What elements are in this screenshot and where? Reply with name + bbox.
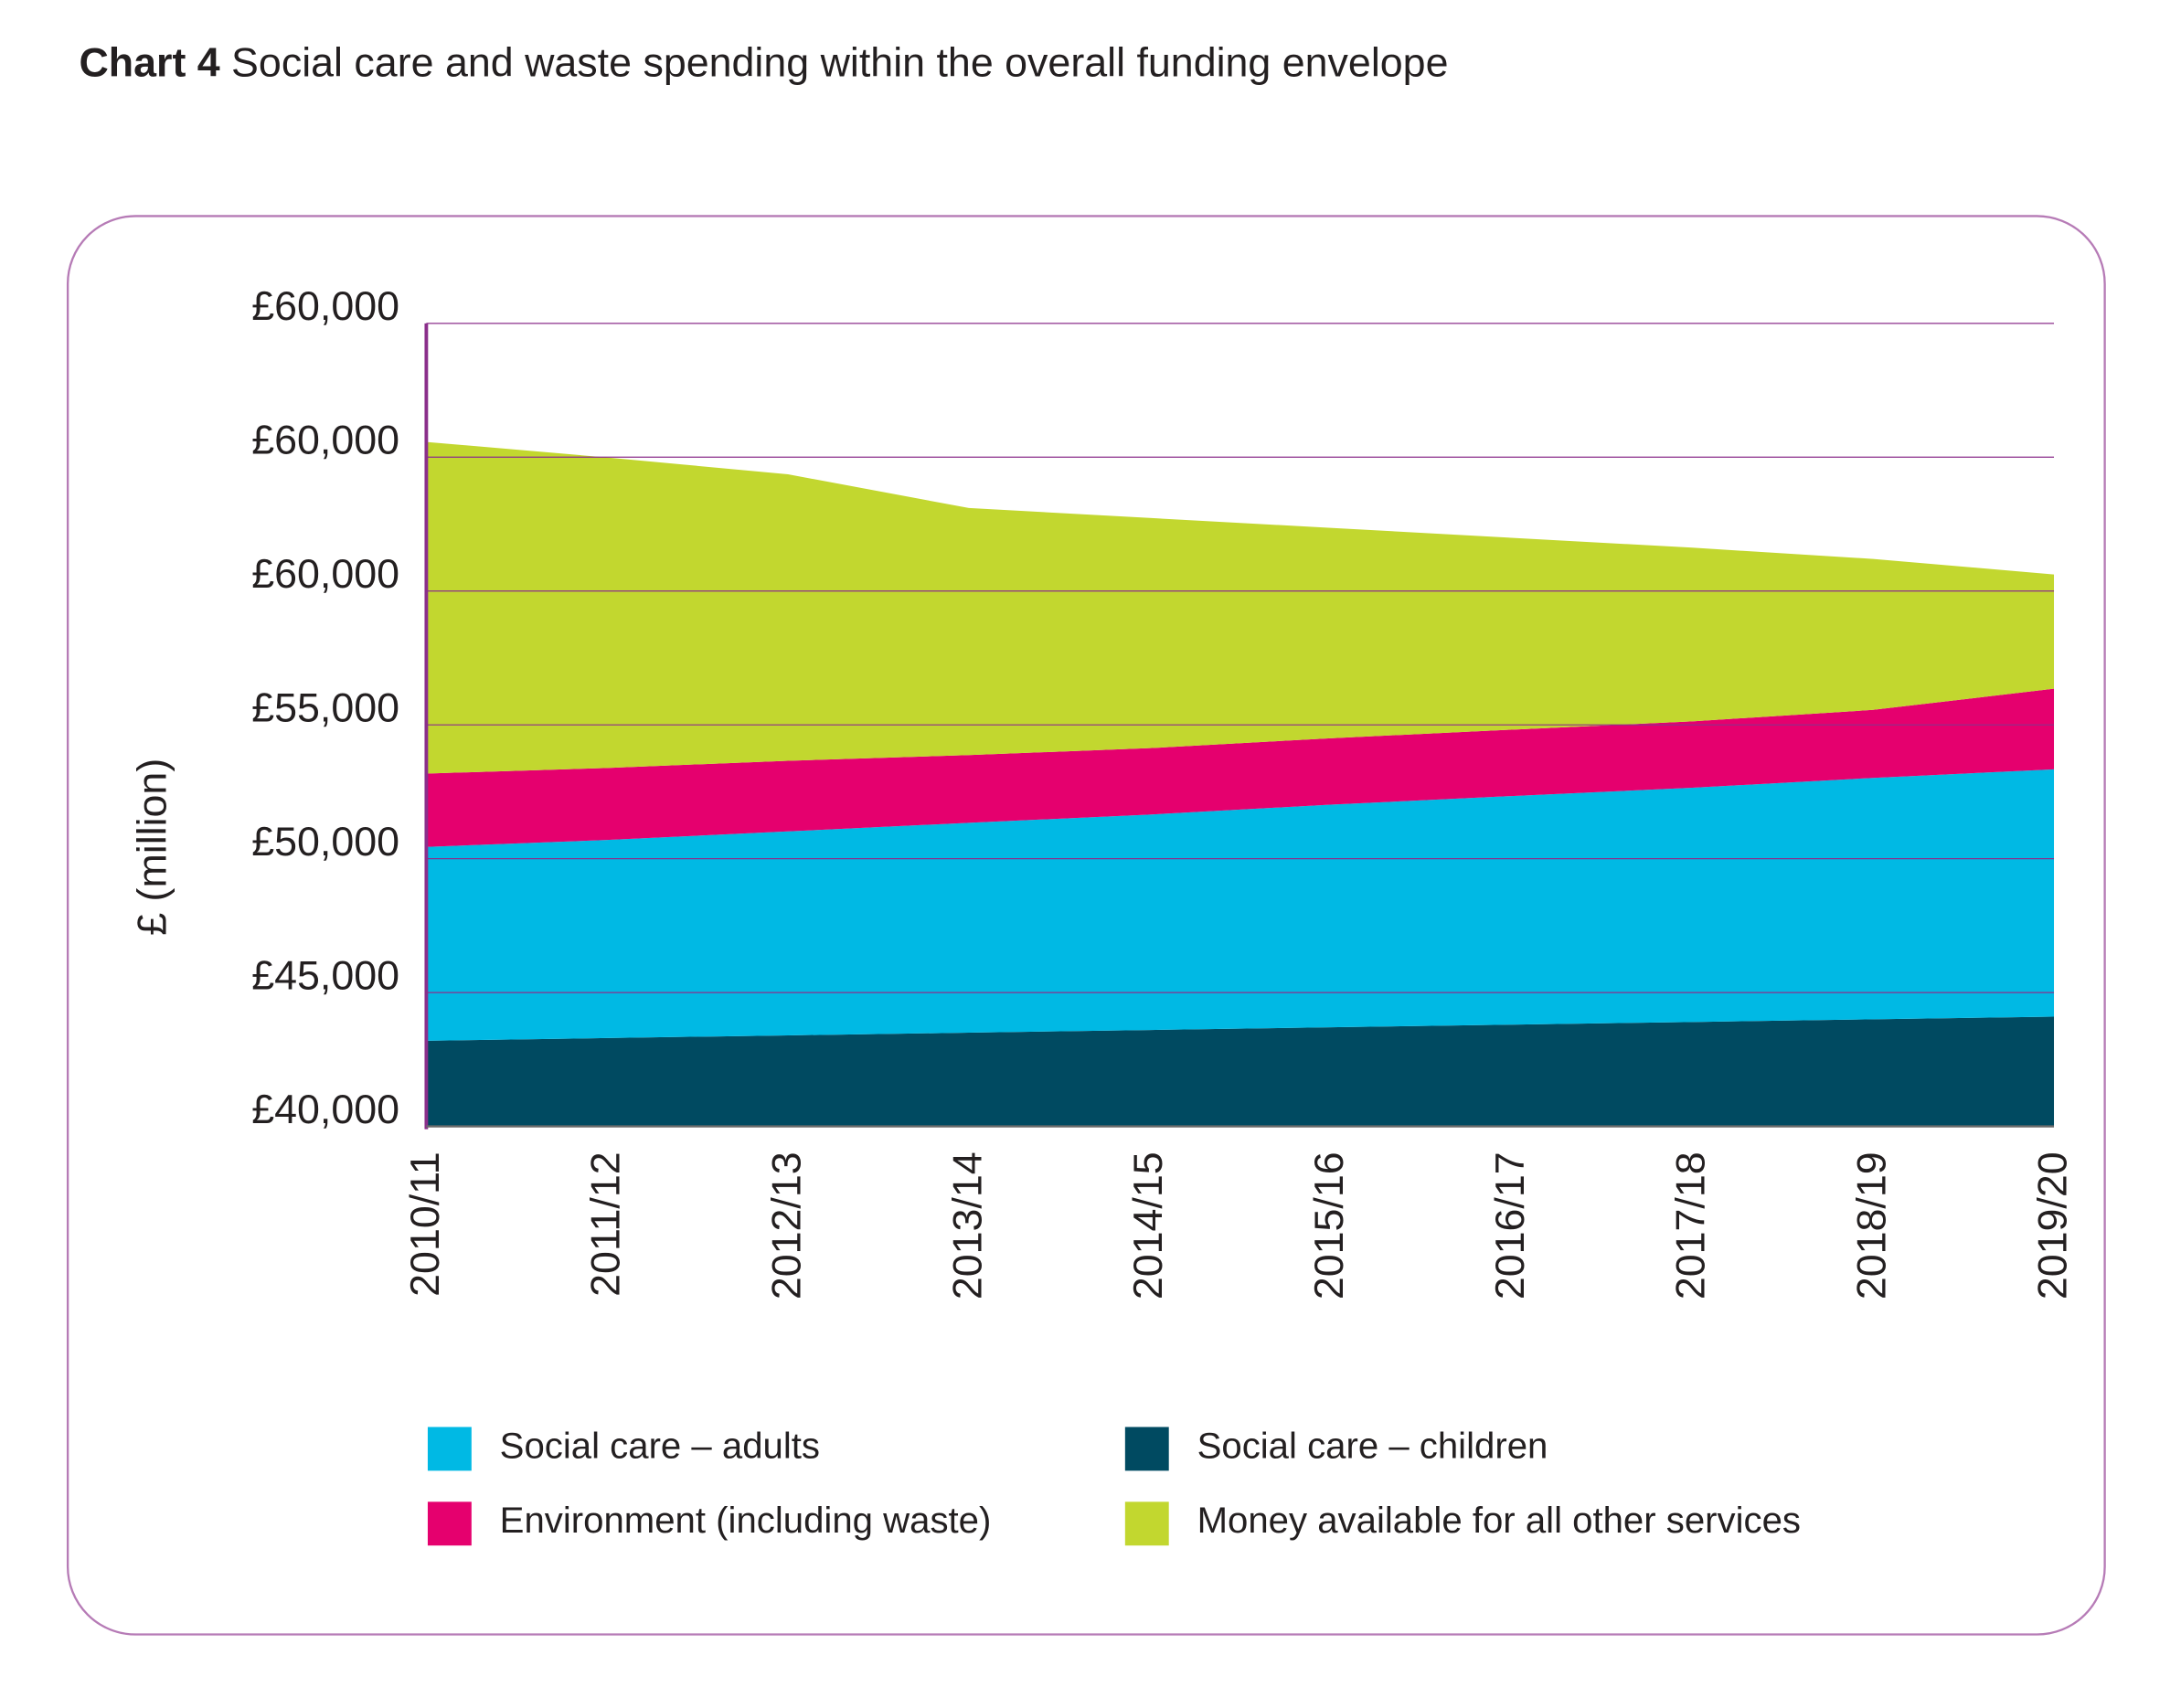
- area: [426, 1016, 2055, 1127]
- x-tick-label: 2017/18: [1668, 1151, 1714, 1300]
- legend-label: Social care – adults: [500, 1425, 820, 1466]
- y-tick-label: £50,000: [251, 819, 399, 865]
- x-tick-label: 2015/16: [1306, 1151, 1352, 1300]
- legend-swatch: [427, 1501, 472, 1546]
- y-tick-label: £45,000: [251, 952, 399, 998]
- x-tick-label: 2012/13: [763, 1151, 809, 1300]
- title-text: Social care and waste spending within th…: [231, 40, 1448, 86]
- y-tick-label: £60,000: [251, 551, 399, 597]
- area: [426, 441, 2055, 774]
- x-tick-label: 2011/12: [583, 1151, 629, 1297]
- chart-title: Chart 4 Social care and waste spending wi…: [79, 40, 1448, 86]
- legend-label: Social care – children: [1197, 1425, 1548, 1466]
- area: [426, 769, 2055, 1041]
- legend-swatch: [1124, 1501, 1169, 1546]
- legend-swatch: [427, 1427, 472, 1471]
- chart-frame: [66, 215, 2106, 1636]
- title-prefix: Chart 4: [79, 40, 219, 86]
- y-tick-label: £55,000: [251, 685, 399, 731]
- y-tick-label: £60,000: [251, 418, 399, 463]
- y-tick-label: £60,000: [251, 283, 399, 329]
- x-tick-label: 2016/17: [1487, 1151, 1533, 1300]
- legend-label: Environment (including waste): [500, 1500, 992, 1541]
- legend-label: Money available for all other services: [1197, 1500, 1801, 1541]
- y-tick-label: £40,000: [251, 1087, 399, 1132]
- x-tick-label: 2014/15: [1125, 1151, 1171, 1300]
- legend-swatch: [1124, 1427, 1169, 1471]
- x-tick-label: 2019/20: [2029, 1151, 2075, 1300]
- x-tick-label: 2018/19: [1849, 1151, 1895, 1300]
- y-axis-label: £ (million): [130, 759, 176, 936]
- x-tick-label: 2010/11: [402, 1151, 448, 1297]
- x-tick-label: 2013/14: [944, 1151, 990, 1300]
- area: [426, 688, 2055, 847]
